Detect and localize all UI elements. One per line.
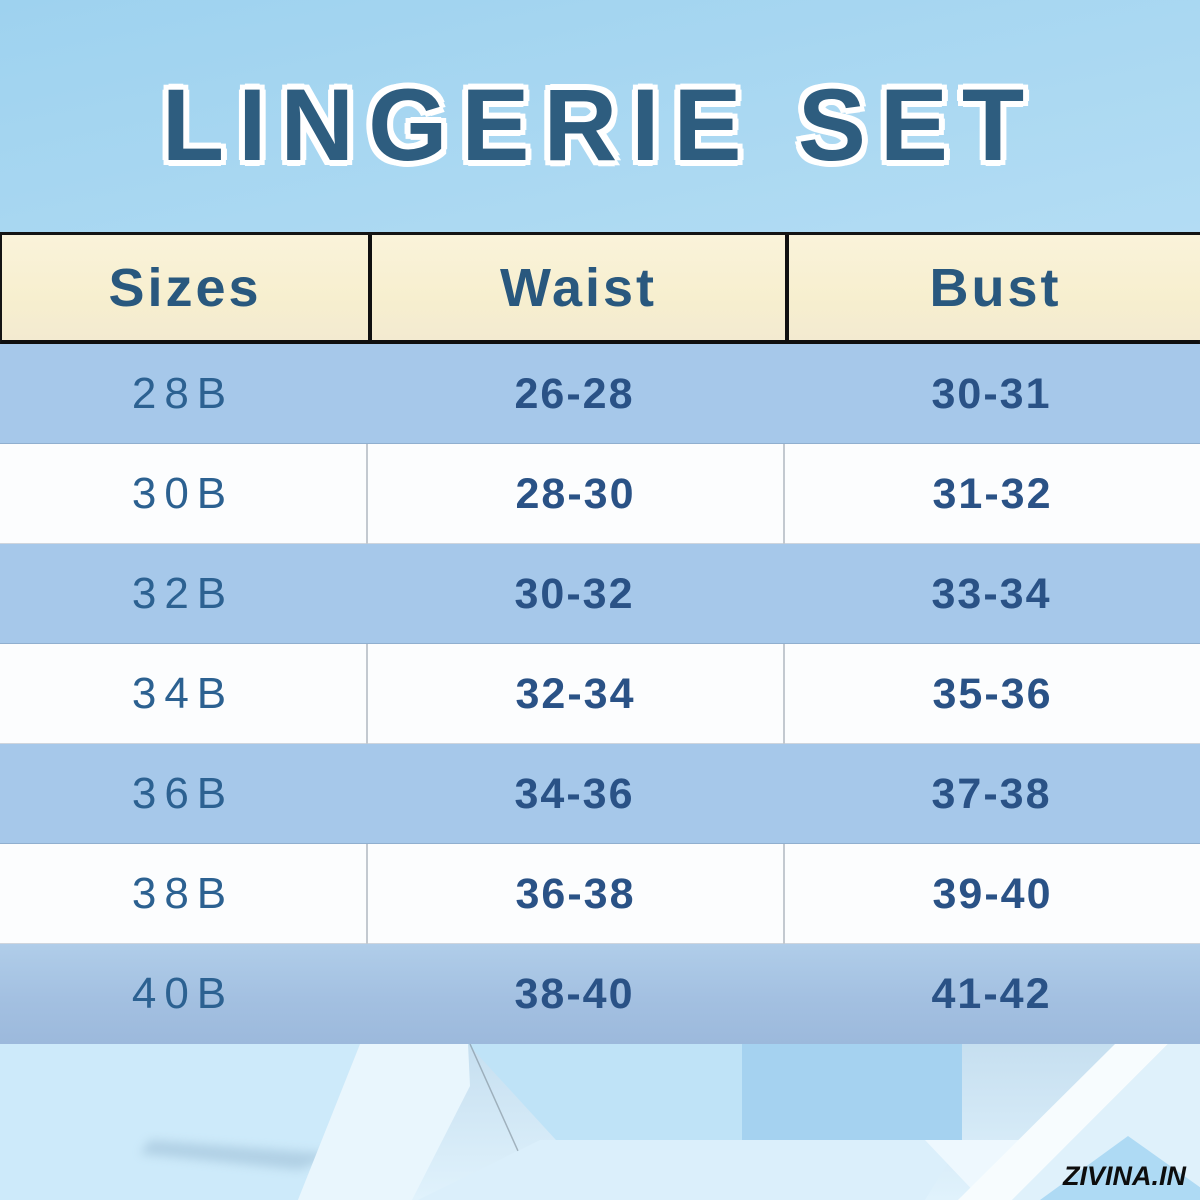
header-cell-bust: Bust <box>785 235 1200 340</box>
bust-cell: 35-36 <box>783 644 1200 744</box>
bust-cell: 37-38 <box>931 769 1052 818</box>
bust-cell: 41-42 <box>931 969 1052 1018</box>
title-band: LINGERIE SET <box>0 0 1200 232</box>
waist-cell: 34-36 <box>514 769 635 818</box>
size-cell: 36B <box>131 769 235 818</box>
size-cell: 34B <box>131 669 235 718</box>
table-row: 28B 26-28 30-31 <box>0 344 1200 444</box>
table-row: 34B 32-34 35-36 <box>0 644 1200 744</box>
waist-cell: 36-38 <box>366 844 783 944</box>
waist-cell: 38-40 <box>514 969 635 1018</box>
bust-cell: 39-40 <box>783 844 1200 944</box>
size-cell: 28B <box>131 369 235 418</box>
bust-cell: 33-34 <box>931 569 1052 618</box>
decor-panel-lower <box>418 1140 962 1200</box>
waist-cell: 26-28 <box>514 369 635 418</box>
size-table: Sizes Waist Bust 28B 26-28 30-31 30B 28-… <box>0 232 1200 1044</box>
table-row: 32B 30-32 33-34 <box>0 544 1200 644</box>
size-cell: 40B <box>131 969 235 1018</box>
decor-shadow <box>140 1140 335 1170</box>
header-cell-sizes: Sizes <box>2 235 368 340</box>
decor-panel-center <box>468 1044 742 1140</box>
table-row: 38B 36-38 39-40 <box>0 844 1200 944</box>
decor-white-band <box>958 1044 1168 1200</box>
decor-hexagon-left <box>0 1044 360 1200</box>
bottom-decor-graphic <box>0 1044 1200 1200</box>
bust-cell: 31-32 <box>783 444 1200 544</box>
decor-panel-bright <box>742 1044 962 1140</box>
table-header-row: Sizes Waist Bust <box>0 232 1200 344</box>
waist-cell: 28-30 <box>366 444 783 544</box>
size-cell: 30B <box>131 469 235 518</box>
header-cell-waist: Waist <box>368 235 785 340</box>
size-cell: 38B <box>131 869 235 918</box>
table-row: 40B 38-40 41-42 <box>0 944 1200 1044</box>
decor-inverted-v <box>1040 1136 1200 1200</box>
waist-cell: 30-32 <box>514 569 635 618</box>
size-cell: 32B <box>131 569 235 618</box>
page-title: LINGERIE SET <box>161 67 1039 182</box>
decor-notch <box>298 1044 470 1200</box>
table-row: 30B 28-30 31-32 <box>0 444 1200 544</box>
watermark-brand: ZIVINA.IN <box>1062 1161 1186 1191</box>
table-row: 36B 34-36 37-38 <box>0 744 1200 844</box>
bust-cell: 30-31 <box>931 369 1052 418</box>
waist-cell: 32-34 <box>366 644 783 744</box>
